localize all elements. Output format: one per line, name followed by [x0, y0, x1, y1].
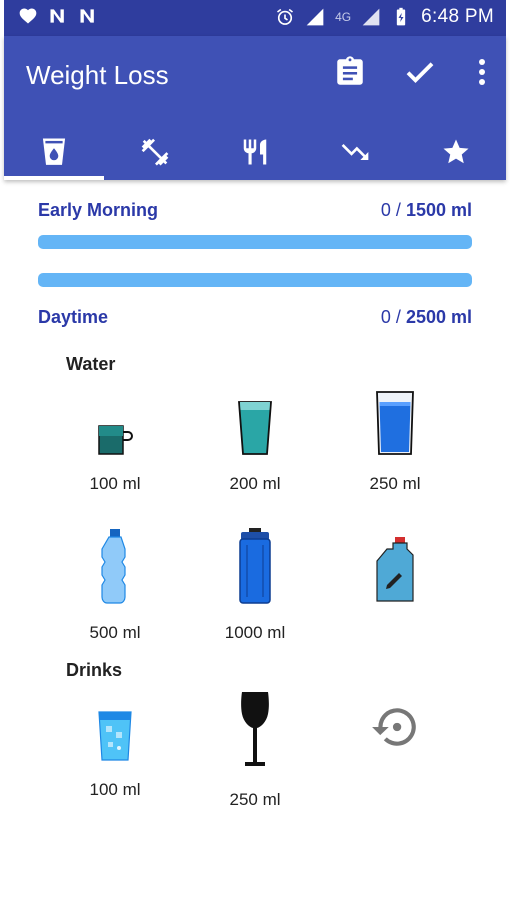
drink-item-label: 250 ml — [229, 790, 281, 809]
signal-icon — [306, 8, 324, 26]
confirm-button[interactable] — [402, 54, 438, 90]
app-bar-actions — [332, 54, 492, 90]
clock-time: 6:48 PM — [421, 6, 494, 27]
drink-item-wine[interactable]: 250 ml — [185, 682, 325, 810]
mug-icon — [98, 425, 133, 455]
early-morning-current: 0 — [380, 200, 391, 220]
custom-jug-icon — [376, 537, 414, 602]
tab-exercise[interactable] — [104, 124, 204, 180]
drink-item-label: 100 ml — [89, 780, 141, 799]
water-item-plastic-bottle[interactable]: 500 ml — [45, 525, 185, 643]
battery-charging-icon — [396, 7, 406, 26]
tab-water[interactable] — [4, 124, 105, 180]
water-item-label: 500 ml — [89, 623, 141, 642]
history-icon — [372, 708, 416, 746]
daytime-progress-bar — [38, 273, 472, 287]
soda-glass-icon — [98, 711, 132, 761]
early-morning-goal: 1500 ml — [405, 200, 472, 220]
water-item-label: 1000 ml — [224, 623, 286, 642]
trending-down-icon — [342, 144, 369, 160]
early-morning-header: Early Morning 0 / 1500 ml — [38, 200, 472, 221]
tab-progress[interactable] — [305, 124, 405, 180]
notification-n-icon-2 — [80, 9, 94, 23]
water-glass-icon — [43, 138, 66, 165]
water-item-tall-glass[interactable]: 250 ml — [325, 376, 465, 494]
dumbbell-icon — [141, 138, 168, 166]
wine-glass-icon — [241, 692, 269, 766]
heart-icon — [19, 8, 37, 24]
tab-food[interactable] — [205, 124, 305, 180]
daytime-separator: / — [390, 307, 406, 327]
water-item-custom[interactable] — [325, 525, 465, 623]
fork-knife-icon — [243, 139, 267, 165]
check-icon — [406, 62, 434, 84]
tall-glass-icon — [376, 391, 414, 455]
drinks-section-title: Drinks — [66, 660, 123, 680]
water-item-label: 250 ml — [369, 474, 421, 493]
water-item-glass[interactable]: 200 ml — [185, 376, 325, 494]
page-title: Weight Loss — [26, 60, 169, 90]
status-left — [18, 6, 98, 26]
star-icon — [443, 139, 469, 164]
glass-icon — [238, 401, 272, 455]
daytime-header: Daytime 0 / 2500 ml — [38, 307, 472, 328]
early-morning-separator: / — [390, 200, 406, 220]
notification-n-icon — [50, 9, 64, 23]
drink-item-soda[interactable]: 100 ml — [45, 682, 185, 800]
clipboard-icon — [337, 56, 363, 85]
water-item-sports-bottle[interactable]: 1000 ml — [185, 525, 325, 643]
daytime-goal: 2500 ml — [405, 307, 472, 327]
early-morning-amount: 0 / 1500 ml — [381, 200, 472, 221]
water-section-title: Water — [66, 354, 116, 374]
water-item-label: 100 ml — [89, 474, 141, 493]
more-vert-icon — [479, 59, 485, 85]
main-content: Early Morning 0 / 1500 ml Daytime 0 / 25… — [0, 180, 510, 900]
early-morning-label: Early Morning — [38, 200, 159, 220]
network-type-label: 4G — [335, 10, 352, 24]
tab-favorites[interactable] — [406, 124, 506, 180]
water-item-mug[interactable]: 100 ml — [45, 376, 185, 494]
early-morning-progress-bar — [38, 235, 472, 249]
more-options-button[interactable] — [472, 54, 492, 90]
water-item-label: 200 ml — [229, 474, 281, 493]
tab-bar — [4, 124, 506, 180]
daytime-label: Daytime — [38, 307, 109, 327]
status-bar: 4G 6:48 PM — [4, 0, 506, 36]
app-bar: Weight Loss — [4, 36, 506, 180]
plastic-bottle-icon — [101, 529, 126, 604]
alarm-icon — [277, 8, 294, 25]
daytime-amount: 0 / 2500 ml — [381, 307, 472, 328]
status-right: 4G 6:48 PM — [275, 6, 494, 28]
daytime-current: 0 — [380, 307, 391, 327]
clipboard-button[interactable] — [332, 54, 368, 90]
history-button[interactable] — [325, 682, 465, 790]
sports-bottle-icon — [239, 528, 271, 604]
signal-icon-2 — [362, 8, 380, 26]
